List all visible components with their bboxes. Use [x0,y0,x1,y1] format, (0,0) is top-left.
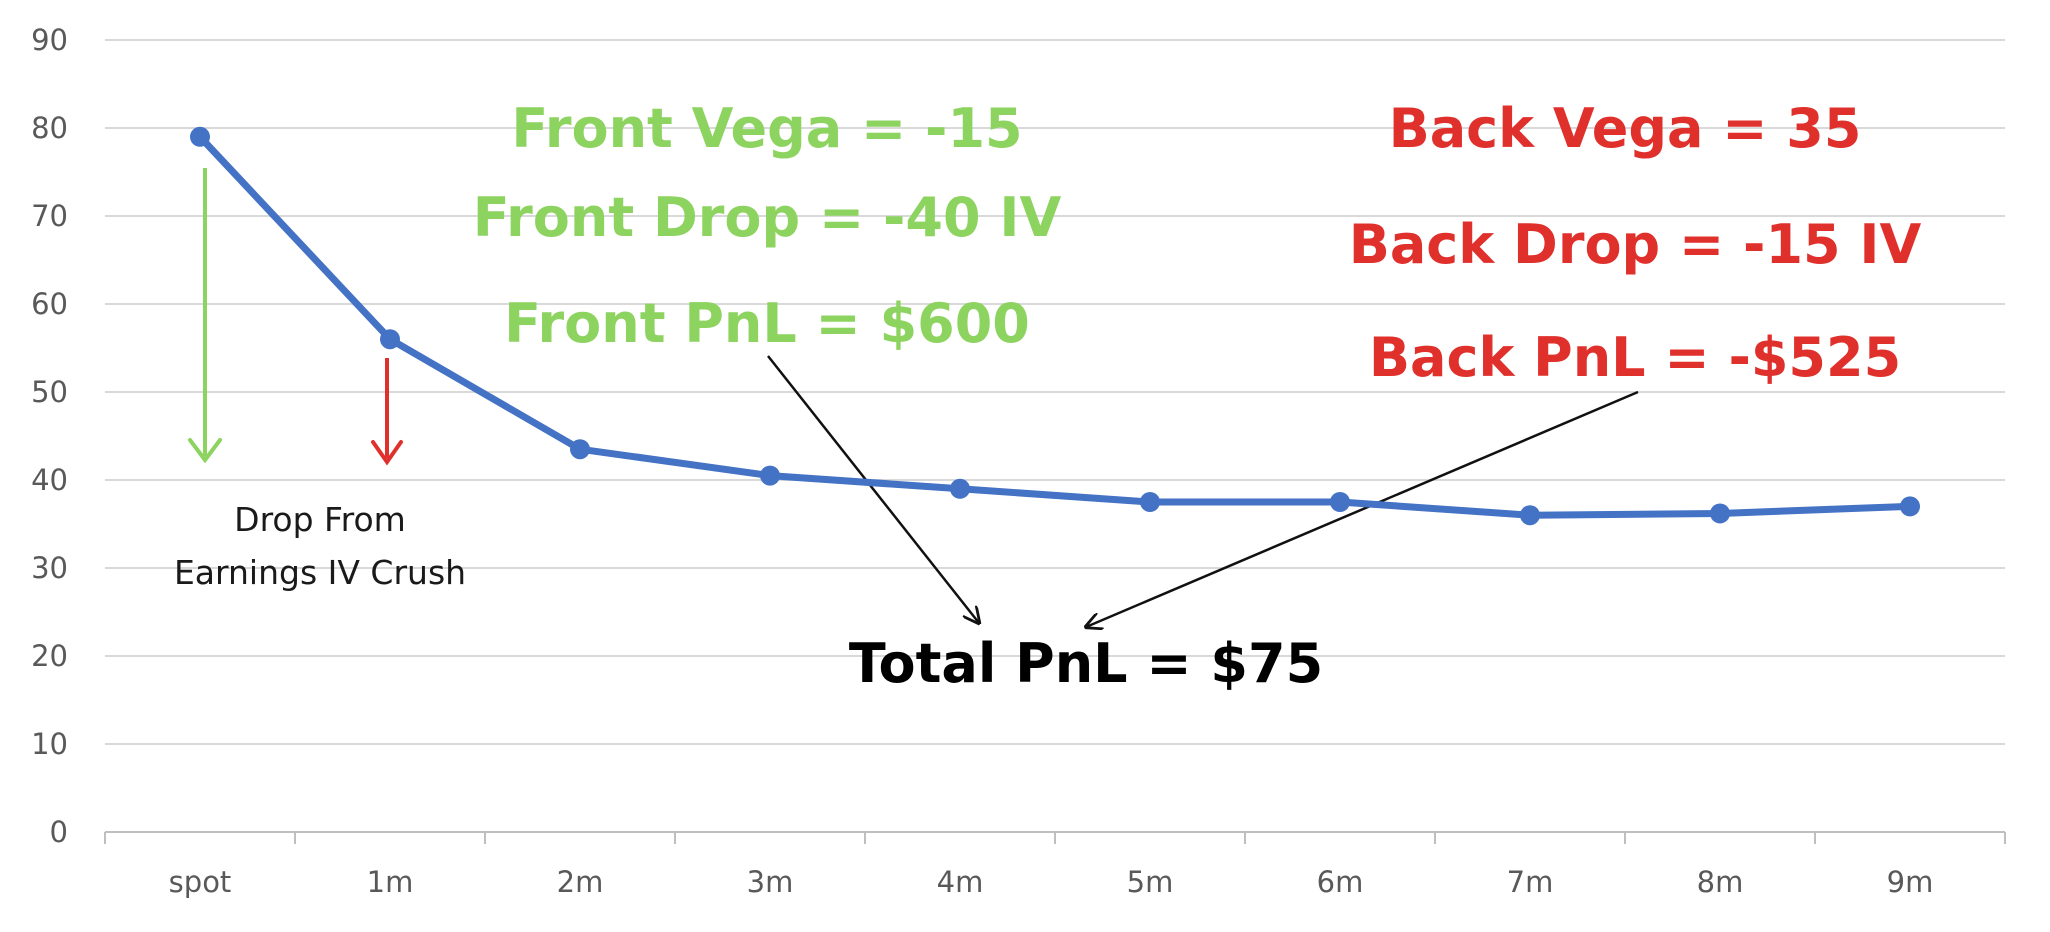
data-point [190,126,210,147]
x-tick-label: 2m [557,865,604,899]
front-drop-label: Front Drop = -40 IV [473,186,1062,249]
front-pnl-label: Front PnL = $600 [504,292,1030,355]
y-tick-label: 20 [31,639,68,673]
y-tick-label: 10 [31,727,68,761]
y-tick-label: 80 [31,111,68,145]
front-drop-arrow [188,168,222,464]
iv-series [190,126,1920,526]
front-pnl-pointer-arrow [767,355,979,623]
drop-note-line2: Earnings IV Crush [174,553,466,592]
back-drop-label: Back Drop = -15 IV [1349,213,1922,276]
data-point [1330,492,1350,512]
back-drop-arrow [371,358,403,466]
y-tick-label: 30 [31,551,68,585]
x-tick-label: spot [169,865,232,899]
data-point [1520,505,1540,526]
series-line [196,133,1914,519]
y-tick-label: 90 [31,23,68,57]
x-tick-label: 5m [1127,865,1174,899]
y-tick-label: 40 [31,463,68,497]
y-tick-label: 60 [31,287,68,321]
back-pnl-pointer-arrow [1086,390,1639,627]
y-tick-label: 50 [31,375,68,409]
y-axis-tick-labels: 0 10 20 30 40 50 60 70 80 90 [31,23,68,849]
data-point [380,329,400,350]
x-tick-label: 9m [1887,865,1934,899]
x-axis: spot 1m 2m 3m 4m 5m 6m 7m 8m 9m [104,831,2006,899]
data-point [1140,492,1160,512]
gridlines [105,39,2005,745]
front-vega-label: Front Vega = -15 [511,97,1022,160]
y-tick-label: 70 [31,199,68,233]
total-pnl-label: Total PnL = $75 [849,632,1323,695]
drop-note-line1: Drop From [234,500,406,539]
data-point [950,478,970,499]
back-vega-label: Back Vega = 35 [1389,97,1862,160]
x-tick-label: 4m [937,865,984,899]
y-tick-label: 0 [50,815,68,849]
back-pnl-label: Back PnL = -$525 [1369,326,1901,389]
data-point [570,439,590,460]
x-tick-label: 6m [1317,865,1364,899]
x-tick-label: 7m [1507,865,1554,899]
data-point [760,465,780,486]
x-tick-label: 3m [747,865,794,899]
data-point [1710,503,1730,524]
data-point [1900,496,1920,517]
x-tick-label: 1m [367,865,414,899]
x-tick-label: 8m [1697,865,1744,899]
